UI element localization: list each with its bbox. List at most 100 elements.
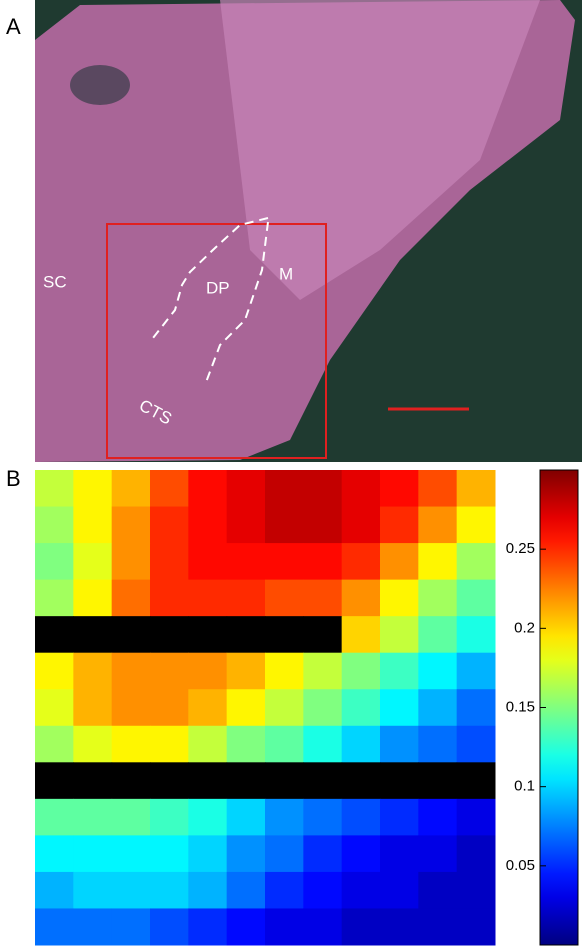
- mask: [73, 762, 112, 799]
- cell: [418, 507, 457, 544]
- mask: [73, 616, 112, 653]
- colorbar-tick-label: 0.05: [506, 857, 535, 874]
- cell: [150, 872, 189, 909]
- cell: [457, 616, 496, 653]
- cell: [188, 507, 227, 544]
- cell: [265, 799, 304, 836]
- cell: [265, 872, 304, 909]
- vessel: [70, 65, 130, 105]
- cell: [342, 543, 381, 580]
- annotation: M: [279, 264, 293, 283]
- cell: [303, 835, 342, 872]
- panel-label: B: [6, 466, 21, 491]
- cell: [227, 580, 266, 617]
- cell: [112, 507, 151, 544]
- cell: [73, 653, 112, 690]
- mask: [188, 762, 227, 799]
- cell: [342, 653, 381, 690]
- cell: [418, 653, 457, 690]
- cell: [112, 835, 151, 872]
- cell: [303, 543, 342, 580]
- cell: [188, 799, 227, 836]
- cell: [35, 689, 74, 726]
- cell: [112, 908, 151, 945]
- cell: [188, 908, 227, 945]
- cell: [418, 799, 457, 836]
- cell: [265, 835, 304, 872]
- mask: [418, 762, 457, 799]
- cell: [188, 653, 227, 690]
- cell: [303, 908, 342, 945]
- colorbar-tick-label: 0.2: [514, 619, 535, 636]
- cell: [418, 726, 457, 763]
- cell: [35, 543, 74, 580]
- cell: [457, 580, 496, 617]
- cell: [303, 799, 342, 836]
- cell: [342, 580, 381, 617]
- cell: [35, 799, 74, 836]
- cell: [150, 835, 189, 872]
- cell: [342, 799, 381, 836]
- heatmap: [35, 470, 496, 946]
- cell: [380, 543, 419, 580]
- colorbar-tick-label: 0.15: [506, 698, 535, 715]
- cell: [227, 726, 266, 763]
- mask: [227, 616, 266, 653]
- cell: [188, 543, 227, 580]
- cell: [35, 835, 74, 872]
- cell: [342, 470, 381, 507]
- cell: [457, 726, 496, 763]
- cell: [457, 507, 496, 544]
- cell: [73, 470, 112, 507]
- cell: [265, 580, 304, 617]
- cell: [265, 470, 304, 507]
- cell: [342, 908, 381, 945]
- cell: [112, 653, 151, 690]
- colorbar-tick-label: 0.25: [506, 540, 535, 557]
- cell: [150, 908, 189, 945]
- cell: [227, 835, 266, 872]
- cell: [303, 726, 342, 763]
- cell: [265, 543, 304, 580]
- cell: [112, 580, 151, 617]
- cell: [112, 689, 151, 726]
- cell: [380, 689, 419, 726]
- cell: [457, 470, 496, 507]
- cell: [227, 872, 266, 909]
- cell: [457, 689, 496, 726]
- mask: [265, 616, 304, 653]
- annotation: DP: [206, 278, 230, 297]
- cell: [73, 908, 112, 945]
- annotation: SC: [43, 272, 67, 291]
- mask: [380, 762, 419, 799]
- cell: [303, 653, 342, 690]
- cell: [380, 653, 419, 690]
- cell: [188, 689, 227, 726]
- mask: [188, 616, 227, 653]
- cell: [150, 470, 189, 507]
- cell: [457, 908, 496, 945]
- cell: [342, 726, 381, 763]
- cell: [73, 835, 112, 872]
- cell: [150, 653, 189, 690]
- cell: [188, 872, 227, 909]
- cell: [227, 470, 266, 507]
- cell: [380, 908, 419, 945]
- cell: [457, 835, 496, 872]
- cell: [457, 543, 496, 580]
- cell: [380, 726, 419, 763]
- cell: [150, 726, 189, 763]
- cell: [265, 726, 304, 763]
- cell: [150, 689, 189, 726]
- cell: [112, 543, 151, 580]
- mask: [112, 762, 151, 799]
- cell: [227, 653, 266, 690]
- colorbar-tick-label: 0.1: [514, 778, 535, 795]
- cell: [35, 653, 74, 690]
- mask: [112, 616, 151, 653]
- cell: [73, 580, 112, 617]
- cell: [227, 543, 266, 580]
- cell: [112, 726, 151, 763]
- cell: [150, 799, 189, 836]
- cell: [265, 689, 304, 726]
